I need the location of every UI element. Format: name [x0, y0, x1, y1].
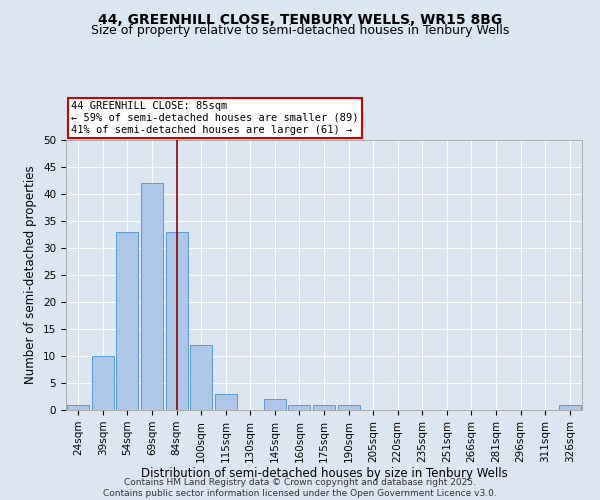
Bar — [264, 399, 286, 410]
Y-axis label: Number of semi-detached properties: Number of semi-detached properties — [25, 166, 37, 384]
Text: 44 GREENHILL CLOSE: 85sqm
← 59% of semi-detached houses are smaller (89)
41% of : 44 GREENHILL CLOSE: 85sqm ← 59% of semi-… — [71, 102, 359, 134]
Bar — [559, 404, 581, 410]
Bar — [313, 404, 335, 410]
Text: Size of property relative to semi-detached houses in Tenbury Wells: Size of property relative to semi-detach… — [91, 24, 509, 37]
X-axis label: Distribution of semi-detached houses by size in Tenbury Wells: Distribution of semi-detached houses by … — [140, 468, 508, 480]
Bar — [215, 394, 237, 410]
Bar — [67, 404, 89, 410]
Bar — [141, 183, 163, 410]
Bar — [92, 356, 114, 410]
Bar — [190, 345, 212, 410]
Bar — [116, 232, 139, 410]
Bar — [338, 404, 359, 410]
Bar — [166, 232, 188, 410]
Bar — [289, 404, 310, 410]
Text: 44, GREENHILL CLOSE, TENBURY WELLS, WR15 8BG: 44, GREENHILL CLOSE, TENBURY WELLS, WR15… — [98, 12, 502, 26]
Text: Contains HM Land Registry data © Crown copyright and database right 2025.
Contai: Contains HM Land Registry data © Crown c… — [103, 478, 497, 498]
